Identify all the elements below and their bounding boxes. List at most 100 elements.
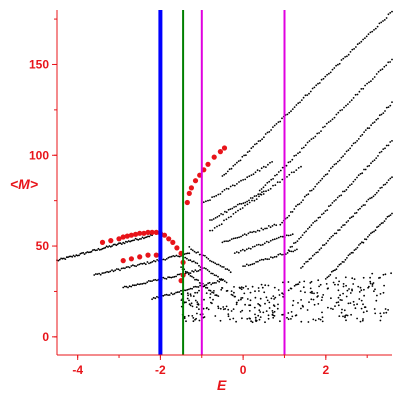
data-point: [329, 120, 332, 122]
data-point: [264, 227, 266, 230]
data-point: [268, 131, 271, 133]
data-point: [302, 199, 304, 202]
data-point: [333, 67, 336, 69]
data-point: [104, 246, 107, 249]
data-point: [250, 320, 253, 323]
data-point: [251, 246, 254, 248]
data-point: [291, 245, 293, 248]
data-point: [149, 280, 152, 282]
data-point: [310, 224, 313, 227]
data-point: [309, 287, 312, 290]
data-point: [347, 149, 350, 152]
data-point: [378, 22, 381, 25]
data-point: [275, 123, 278, 125]
data-point: [138, 238, 141, 240]
data-point: [266, 181, 269, 184]
data-point: [152, 279, 155, 281]
data-point: [216, 225, 218, 228]
data-point: [255, 319, 258, 322]
data-point: [356, 176, 358, 179]
data-point: [373, 290, 375, 293]
data-point: [103, 247, 105, 250]
data-point: [146, 261, 149, 263]
data-point: [162, 258, 165, 261]
data-point: [186, 257, 188, 260]
data-point: [350, 313, 352, 316]
data-point: [310, 257, 312, 260]
data-point: [335, 162, 338, 165]
highlight-point: [153, 252, 159, 258]
data-point: [186, 292, 189, 295]
data-point: [327, 306, 329, 309]
data-point: [369, 280, 372, 283]
data-point: [225, 240, 228, 243]
data-point: [277, 253, 280, 256]
data-point: [343, 261, 345, 263]
data-point: [359, 320, 362, 323]
data-point: [241, 234, 244, 237]
data-point: [94, 249, 97, 252]
data-point: [373, 121, 376, 123]
data-point: [156, 279, 158, 282]
data-point: [385, 17, 388, 19]
data-point: [244, 204, 246, 207]
data-point: [362, 204, 365, 207]
data-point: [227, 216, 230, 219]
data-point: [374, 312, 377, 315]
data-point: [249, 231, 252, 234]
data-point: [314, 220, 316, 223]
data-point: [316, 183, 318, 185]
data-point: [356, 303, 358, 306]
data-point: [169, 256, 171, 258]
data-point: [279, 120, 282, 123]
data-point: [335, 113, 338, 116]
data-point: [140, 262, 142, 265]
data-point: [209, 229, 211, 232]
data-point: [383, 284, 385, 287]
data-point: [364, 238, 366, 241]
data-point: [372, 282, 375, 284]
data-point: [111, 245, 113, 247]
data-point: [247, 288, 250, 290]
data-point: [114, 243, 116, 246]
data-point: [193, 250, 196, 253]
y-tick-label: 100: [29, 148, 49, 162]
data-point: [309, 291, 312, 294]
data-point: [330, 270, 333, 273]
data-point: [329, 273, 332, 276]
data-point: [228, 239, 231, 242]
data-point: [128, 266, 131, 269]
data-point: [387, 61, 390, 64]
x-axis-title: E: [217, 377, 227, 393]
data-point: [307, 193, 310, 196]
data-point: [212, 261, 215, 264]
data-point: [362, 38, 364, 41]
data-point: [135, 265, 138, 268]
data-point: [338, 159, 341, 162]
data-point: [277, 289, 280, 291]
data-point: [215, 194, 218, 197]
data-point: [151, 298, 154, 301]
data-point: [354, 212, 356, 215]
data-point: [256, 169, 259, 172]
data-point: [281, 253, 283, 256]
data-point: [311, 254, 314, 257]
data-point: [141, 236, 144, 239]
data-point: [295, 104, 298, 106]
data-point: [167, 276, 170, 279]
data-point: [382, 291, 385, 294]
data-point: [128, 285, 131, 288]
data-point: [385, 311, 388, 314]
data-point: [379, 276, 381, 279]
data-point: [363, 168, 365, 171]
data-point: [335, 268, 338, 271]
data-point: [243, 154, 246, 157]
data-point: [120, 267, 123, 270]
data-point: [244, 265, 246, 267]
data-point: [212, 218, 215, 220]
data-point: [223, 280, 226, 282]
data-point: [210, 283, 213, 286]
data-point: [357, 285, 360, 288]
data-point: [237, 251, 240, 254]
data-point: [208, 289, 210, 292]
